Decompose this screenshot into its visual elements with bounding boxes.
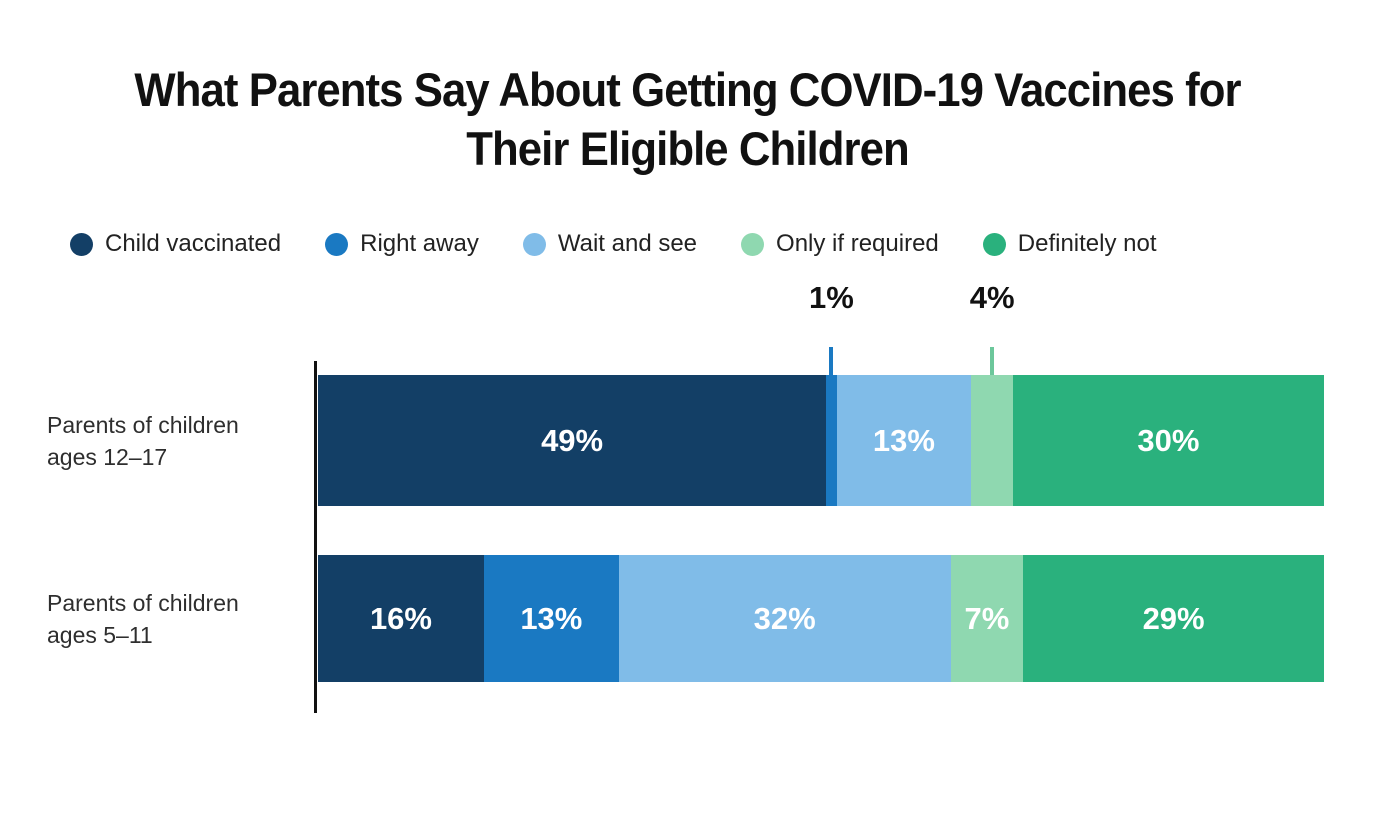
callout-tick-line xyxy=(829,347,834,375)
row-label: Parents of children ages 12–17 xyxy=(47,408,302,472)
bar-segment: 30% xyxy=(1012,375,1324,506)
chart-title-line-1: What Parents Say About Getting COVID-19 … xyxy=(134,63,1241,116)
row-label-line: ages 5–11 xyxy=(47,621,153,648)
legend-item-5: Definitely not xyxy=(982,230,1157,258)
bar-segment: 49% xyxy=(318,375,827,506)
callout-tick-line xyxy=(990,347,995,375)
legend-swatch-icon xyxy=(70,232,93,256)
segment-value-label: 13% xyxy=(872,422,935,458)
stacked-bar: 49% 13% 30% xyxy=(318,375,1324,506)
segment-value-label: 29% xyxy=(1142,600,1205,636)
segment-value-label: 16% xyxy=(369,600,432,636)
segment-value-label: 32% xyxy=(753,600,816,636)
callout-value-label: 4% xyxy=(969,280,1015,315)
stacked-bar: 16% 13% 32% 7% 29% xyxy=(318,555,1324,682)
bar-segment: 29% xyxy=(1023,555,1324,682)
legend-label: Definitely not xyxy=(1017,230,1157,257)
legend-label: Only if required xyxy=(776,230,939,257)
legend-item-3: Wait and see xyxy=(522,230,698,258)
chart-title-line-2: Their Eligible Children xyxy=(466,122,909,176)
legend-swatch-icon xyxy=(522,232,546,256)
legend-swatch-icon xyxy=(325,232,349,256)
legend-item-4: Only if required xyxy=(741,230,939,258)
segment-value-label: 13% xyxy=(520,600,583,636)
segment-value-label: 49% xyxy=(541,422,604,458)
segment-value-label: 30% xyxy=(1137,422,1200,458)
legend-label: Wait and see xyxy=(557,230,698,257)
bar-segment xyxy=(826,375,837,506)
bar-segment: 7% xyxy=(950,555,1024,682)
bar-segment: 13% xyxy=(483,555,619,682)
bar-segment: 16% xyxy=(318,555,484,682)
legend-item-2: Right away xyxy=(325,230,479,258)
legend-label: Child vaccinated xyxy=(105,230,282,257)
row-label-line: Parents of children xyxy=(47,589,239,616)
row-label: Parents of children ages 5–11 xyxy=(47,586,302,650)
bar-segment: 13% xyxy=(836,375,972,506)
bar-segment: 32% xyxy=(618,555,951,682)
legend-item-1: Child vaccinated xyxy=(70,230,281,258)
segment-value-label: 7% xyxy=(964,600,1010,636)
legend-swatch-icon xyxy=(741,232,765,256)
row-label-line: ages 12–17 xyxy=(47,443,168,470)
callout-value-label: 1% xyxy=(808,280,854,315)
legend: Child vaccinated Right away Wait and see On… xyxy=(70,228,1157,260)
legend-swatch-icon xyxy=(982,232,1006,256)
row-label-line: Parents of children xyxy=(47,411,239,438)
chart-title: What Parents Say About Getting COVID-19 … xyxy=(48,60,1327,178)
legend-label: Right away xyxy=(360,230,479,257)
bar-segment xyxy=(971,375,1013,506)
y-axis-line xyxy=(314,361,317,713)
